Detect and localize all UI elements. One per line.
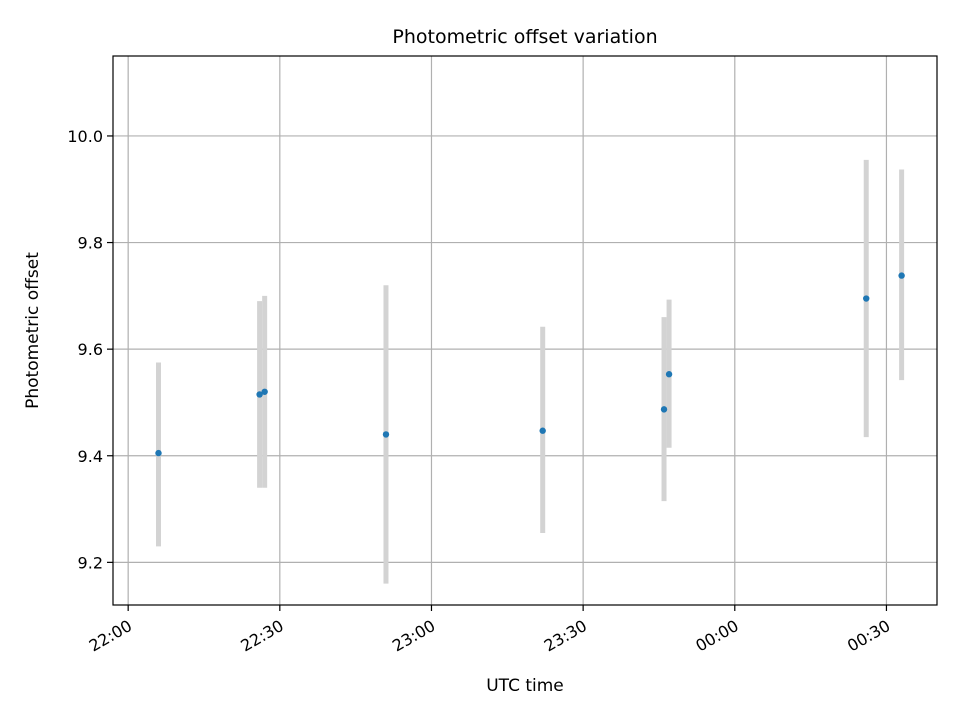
plot-frame — [112, 55, 938, 606]
grid — [113, 56, 937, 605]
data-point — [539, 427, 546, 434]
y-tick-label: 10.0 — [67, 127, 103, 146]
data-point — [898, 272, 905, 279]
y-axis-ticks: 9.2 9.4 9.6 9.8 10.0 — [67, 127, 113, 572]
chart-title: Photometric offset variation — [392, 26, 657, 48]
x-axis-ticks: 22:00 22:30 23:00 23:30 00:00 00:30 — [86, 605, 893, 656]
y-axis-label: Photometric offset — [23, 252, 43, 409]
data-point — [261, 388, 268, 395]
data-points — [155, 272, 905, 457]
error-bars — [155, 159, 905, 584]
x-axis-label: UTC time — [486, 676, 564, 696]
y-tick-label: 9.4 — [78, 447, 103, 466]
x-tick-label: 22:00 — [86, 616, 135, 656]
data-point — [665, 371, 673, 378]
y-tick-label: 9.6 — [78, 340, 103, 359]
x-tick-label: 00:00 — [692, 616, 741, 656]
data-point — [155, 449, 162, 457]
x-tick-label: 22:30 — [237, 616, 286, 656]
y-tick-label: 9.2 — [78, 553, 103, 572]
data-point — [863, 295, 870, 302]
data-point — [256, 391, 263, 398]
x-tick-label: 00:30 — [844, 616, 893, 656]
x-tick-label: 23:00 — [389, 616, 438, 656]
y-tick-label: 9.8 — [78, 234, 103, 253]
x-tick-label: 23:30 — [541, 616, 590, 656]
data-point — [382, 431, 390, 438]
data-point — [660, 406, 668, 413]
